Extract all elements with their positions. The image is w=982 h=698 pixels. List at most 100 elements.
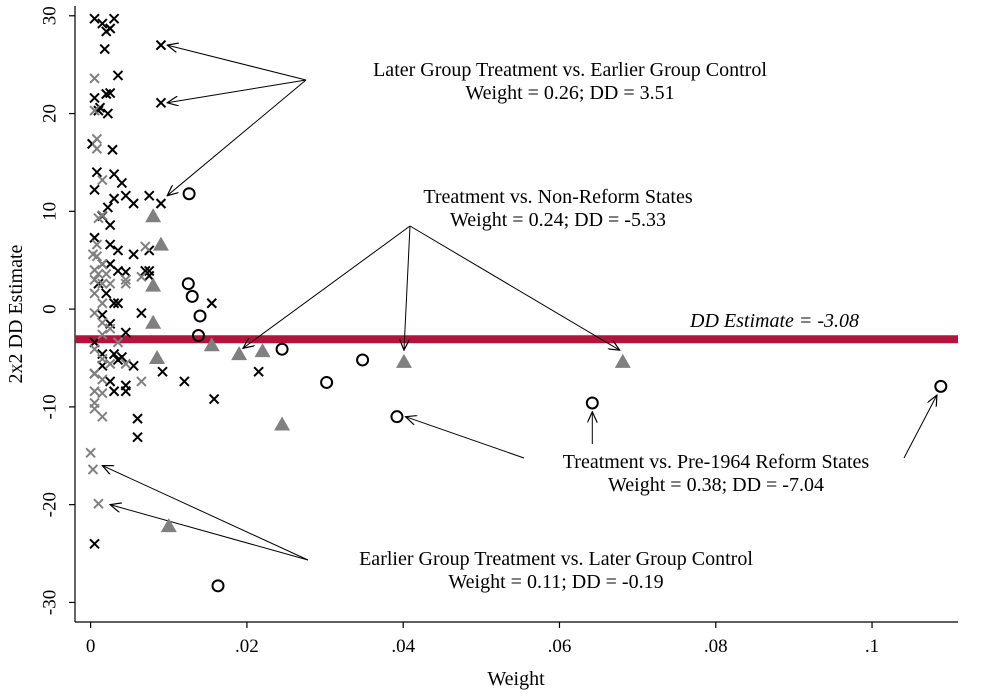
x-marker-stroke [132,431,143,443]
x-marker-point [104,323,116,334]
x-marker-stroke [108,168,120,180]
annotation-arrow [102,466,309,561]
annotation-arrow [167,79,307,103]
x-marker-stroke [97,411,108,422]
annotation-arrow [167,45,307,81]
x-marker-point [104,87,116,99]
x-marker-stroke [97,317,108,329]
circle-marker-point [320,375,334,389]
triangle-marker-point [395,353,412,368]
x-marker-stroke [104,358,116,370]
x-marker-point [120,327,131,338]
x-marker-point [107,144,118,155]
x-marker-stroke [128,360,139,372]
x-marker-point [97,309,108,321]
x-marker-point [89,274,100,285]
dd-estimate-label: DD Estimate = -3.08 [689,310,859,332]
x-marker-point [89,232,100,243]
x-marker-stroke [104,278,116,289]
annotation-line: Weight = 0.38; DD = -7.04 [608,474,824,496]
x-marker-stroke [128,249,139,260]
x-marker-point [208,393,220,405]
x-marker-point [112,354,124,366]
circle-marker-point [211,579,225,593]
x-marker-stroke [108,13,120,24]
x-marker-point [89,288,100,299]
x-marker-stroke [89,274,100,285]
x-tick-label: 0 [86,636,96,657]
x-marker-stroke [102,108,114,119]
x-marker-point [89,13,100,24]
x-marker-point [206,298,217,309]
data-points [85,13,948,593]
x-tick-label: .06 [548,636,572,657]
x-marker-point [89,184,100,196]
x-marker-stroke [120,386,131,397]
annotation-arrow [409,225,620,350]
x-marker-point [120,386,131,397]
x-marker-point [104,358,116,370]
annotation-line: Later Group Treatment vs. Earlier Group … [373,59,767,81]
x-marker-point [102,108,114,119]
x-marker-point [112,298,124,309]
x-marker-point [85,447,96,459]
annotation-arrow [243,225,411,348]
x-tick-label: .08 [704,636,728,657]
x-marker-stroke [104,323,116,334]
x-marker-stroke [108,386,120,397]
x-marker-stroke [120,266,131,278]
annotation-arrow [903,395,937,459]
x-marker-point [97,317,108,329]
x-marker-point [89,105,100,116]
x-marker-point [104,239,116,250]
annotation-text: Later Group Treatment vs. Earlier Group … [373,59,767,104]
x-marker-stroke [112,298,124,309]
x-marker-point [128,360,139,372]
x-marker-point [89,386,100,397]
circle-marker-point [185,289,199,303]
x-marker-stroke [89,288,100,299]
x-marker-point [120,266,131,278]
x-marker-point [140,241,151,252]
x-marker-stroke [112,337,124,348]
x-marker-point [120,190,131,201]
annotation-arrow [110,505,309,561]
x-marker-stroke [97,353,108,365]
x-marker-stroke [85,447,96,459]
x-marker-point [97,278,108,289]
x-marker-point [97,353,108,365]
circle-marker-point [585,396,599,410]
x-marker-point [179,376,190,387]
circle-marker-point [356,353,370,367]
x-marker-stroke [97,18,108,29]
x-marker-stroke [89,73,100,84]
x-marker-point [108,298,120,309]
x-marker-stroke [120,327,131,338]
x-marker-point [89,343,100,355]
x-marker-point [91,143,103,154]
annotation-line: Weight = 0.26; DD = 3.51 [465,82,674,104]
x-marker-point [101,268,112,280]
x-marker-stroke [104,219,116,231]
triangle-marker-point [203,337,220,352]
y-tick-label: 10 [40,202,61,221]
dd-estimate-layer: DD Estimate = -3.08 [75,310,958,344]
triangle-marker-point [274,416,291,431]
triangle-marker-point [614,353,631,368]
x-marker-stroke [144,265,155,277]
circle-marker-point [390,410,404,424]
x-marker-stroke [93,498,104,509]
x-marker-point [87,464,99,475]
x-marker-point [112,70,124,81]
y-axis-title: 2x2 DD Estimate [5,244,27,383]
x-marker-stroke [128,198,139,209]
x-marker-point [108,193,120,204]
x-marker-point [112,245,124,256]
x-marker-stroke [108,298,120,309]
x-marker-stroke [97,278,108,289]
annotation-arrow [406,417,525,459]
circle-marker-point [191,329,205,343]
x-tick-label: .02 [235,636,259,657]
x-marker-stroke [97,374,108,385]
